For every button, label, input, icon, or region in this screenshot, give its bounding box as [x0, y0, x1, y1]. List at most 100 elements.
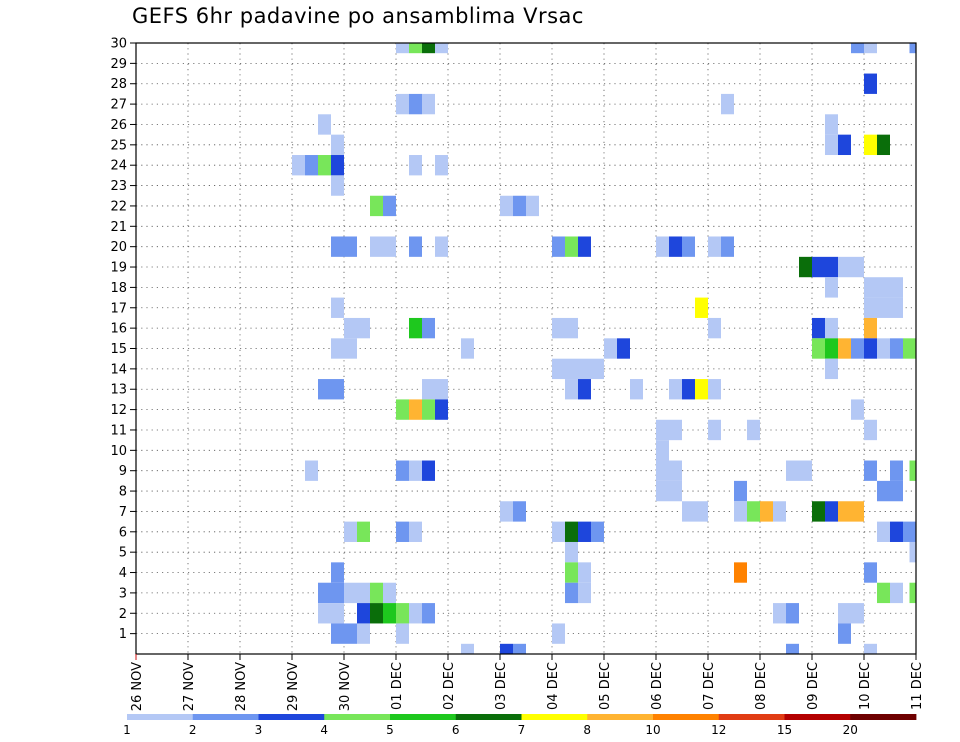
y-tick-label: 17 [110, 301, 127, 316]
heatmap-cell [331, 236, 357, 257]
x-axis: 26 NOV 27 NOV 28 NOV 29 NOV 30 NOV 01 DEC 02 D… [130, 654, 925, 711]
heatmap-cell [838, 134, 851, 156]
heatmap-cell [786, 603, 799, 624]
chart-title: GEFS 6hr padavine po ansamblima Vrsac [132, 4, 584, 28]
heatmap-cell [851, 399, 864, 420]
heatmap-cell [909, 460, 916, 481]
heatmap-cell [344, 521, 357, 542]
heatmap-cell [812, 256, 838, 278]
heatmap-cell [909, 582, 916, 604]
y-tick-label: 1 [119, 627, 127, 642]
heatmap-cell [383, 195, 396, 217]
y-tick-label: 18 [110, 281, 127, 296]
heatmap-cell [877, 521, 890, 542]
heatmap-cell [565, 521, 578, 542]
legend-label: 2 [189, 723, 197, 737]
legend-swatch [850, 714, 917, 720]
heatmap-cell [552, 623, 565, 644]
heatmap-cell [331, 155, 344, 176]
heatmap-cell [656, 236, 669, 257]
legend-swatch [521, 714, 588, 720]
heatmap-cell [773, 501, 786, 522]
heatmap-cell [604, 338, 617, 359]
x-tick-label: 02 DEC [442, 662, 457, 710]
heatmap-cell [500, 195, 513, 217]
heatmap-cell [656, 480, 682, 502]
heatmap-cell [409, 603, 422, 624]
y-tick-label: 8 [119, 485, 127, 500]
heatmap-cell [344, 317, 370, 339]
heatmap-cell [422, 603, 435, 624]
y-tick-label: 9 [119, 464, 127, 479]
heatmap-cell [708, 419, 721, 441]
heatmap-cell [409, 155, 422, 176]
heatmap-cell [656, 460, 682, 481]
heatmap-cell [409, 521, 422, 542]
heatmap-cell [409, 93, 422, 115]
heatmap-cell [552, 236, 565, 257]
legend-swatch [784, 714, 851, 720]
heatmap-cell [409, 43, 422, 54]
heatmap-cell [864, 562, 877, 583]
heatmap-cell [838, 256, 864, 278]
x-tick-label: 08 DEC [754, 662, 769, 710]
y-tick-label: 28 [110, 77, 127, 92]
heatmap-cell [812, 501, 825, 522]
heatmap-cell [565, 562, 578, 583]
heatmap-cell [331, 175, 344, 196]
y-tick-label: 20 [110, 240, 127, 255]
heatmap-cell [552, 521, 565, 542]
x-tick-label: 29 NOV [286, 662, 301, 711]
heatmap-cell [383, 582, 396, 604]
y-tick-label: 22 [110, 199, 127, 214]
y-tick-label: 23 [110, 179, 127, 194]
heatmap-cell [851, 338, 864, 359]
heatmap-cell [838, 338, 851, 359]
heatmap-cell [786, 460, 812, 481]
y-tick-label: 13 [110, 383, 127, 398]
legend-swatch [324, 714, 391, 720]
heatmap-cell [331, 623, 344, 644]
heatmap-cell [370, 582, 383, 604]
heatmap-cell [578, 236, 591, 257]
heatmap-cell [435, 399, 448, 420]
heatmap-cell [864, 43, 877, 54]
heatmap-cell [864, 460, 877, 481]
heatmap-cell [708, 236, 721, 257]
heatmap-cell [344, 582, 370, 604]
heatmap-cell [344, 623, 357, 644]
y-tick-label: 5 [119, 546, 127, 561]
heatmap-cell [838, 501, 864, 522]
heatmap-cell [578, 562, 591, 583]
heatmap-cell [734, 562, 747, 583]
heatmap-cell [318, 582, 344, 604]
heatmap-cell [721, 93, 734, 115]
heatmap-cell [786, 643, 799, 654]
heatmap-cell [864, 317, 877, 339]
x-tick-label: 10 DEC [858, 662, 873, 710]
heatmap-cell [318, 603, 344, 624]
legend-label: 6 [452, 723, 460, 737]
heatmap-cell [825, 277, 838, 298]
heatmap-cell [357, 603, 370, 624]
legend-label: 12 [711, 723, 726, 737]
heatmap-cell [318, 379, 344, 400]
grid-lines [136, 42, 916, 654]
heatmap-cell [357, 623, 370, 644]
y-tick-label: 16 [110, 322, 127, 337]
heatmap-cell [734, 480, 747, 502]
y-tick-label: 27 [110, 98, 127, 113]
y-tick-label: 15 [110, 342, 127, 357]
legend-label: 8 [583, 723, 591, 737]
heatmap-cell [461, 338, 474, 359]
heatmap-cell [461, 643, 474, 654]
heatmap-cell [591, 521, 604, 542]
y-tick-label: 6 [119, 525, 127, 540]
heatmap-cell [422, 93, 435, 115]
heatmap-cell [292, 155, 305, 176]
heatmap-cell [370, 603, 383, 624]
heatmap-cell [396, 521, 409, 542]
heatmap-cell [864, 134, 877, 156]
heatmap-cell [812, 317, 825, 339]
heatmap-cell [851, 43, 864, 54]
